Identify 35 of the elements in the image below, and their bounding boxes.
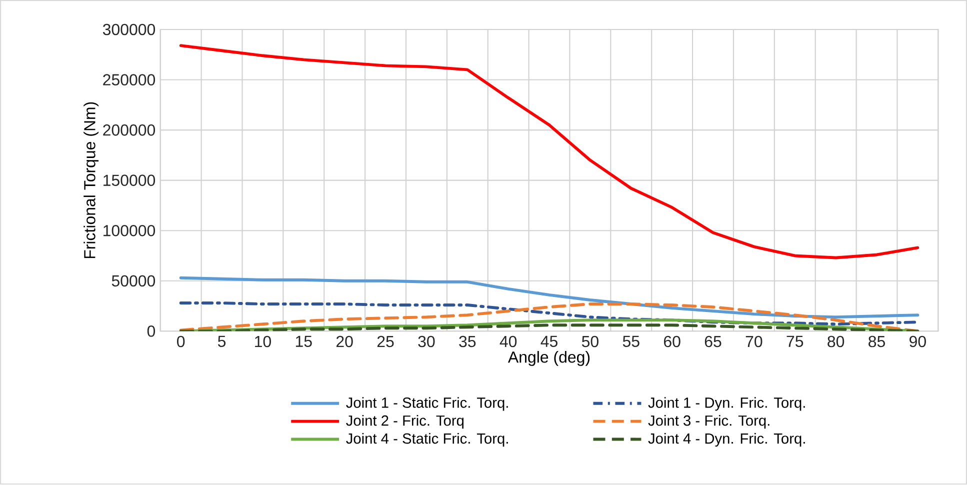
y-axis-title: Frictional Torque (Nm) [84,102,99,258]
legend-label: Joint 1 - Static Fric. Torq. [346,397,508,411]
x-tick-label: 50 [582,336,598,348]
legend-label: Joint 4 - Dyn. Fric. Torq. [648,433,805,447]
y-tick-label: 50000 [112,275,156,287]
x-tick-label: 55 [622,336,640,348]
x-tick-label: 90 [910,336,926,348]
y-tick-label: 150000 [104,174,156,186]
x-tick-label: 65 [704,336,722,348]
legend-label: Joint 2 - Fric. Torq [346,415,464,429]
x-tick-label: 20 [336,336,353,348]
x-axis-title: Angle (deg) [508,351,590,366]
x-tick-label: 85 [868,336,885,348]
legend-label: Joint 3 - Fric. Torq. [648,415,770,429]
x-tick-label: 75 [786,336,804,348]
y-tick-label: 300000 [102,24,156,36]
x-tick-label: 30 [418,336,435,348]
line-series [179,44,920,260]
x-tick-label: 80 [828,336,844,348]
x-tick-label: 45 [540,336,558,348]
y-tick-label: 250000 [103,74,156,86]
x-tick-label: 35 [459,336,476,348]
x-tick-label: 15 [296,336,312,348]
y-tick-label: 0 [147,326,156,338]
x-tick-label: 0 [177,336,185,348]
x-tick-label: 5 [218,336,226,348]
y-tick-label: 200000 [103,124,156,136]
x-tick-label: 40 [500,336,517,348]
x-tick-label: 10 [255,336,271,348]
legend-label: Joint 4 - Static Fric. Torq. [346,433,508,447]
y-tick-label: 100000 [104,225,156,236]
x-tick-label: 25 [377,336,394,348]
legend-label: Joint 1 - Dyn. Fric. Torq. [648,397,805,411]
x-tick-label: 60 [664,336,680,348]
x-tick-label: 70 [746,336,762,348]
